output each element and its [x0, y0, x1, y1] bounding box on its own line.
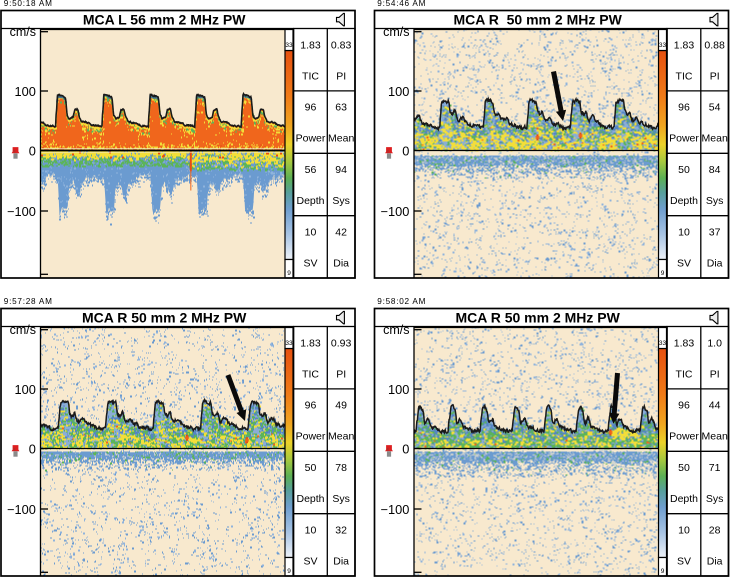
svg-text:Mean: Mean — [328, 431, 354, 443]
svg-text:Dia: Dia — [333, 258, 349, 270]
svg-text:0: 0 — [402, 144, 409, 159]
svg-text:10: 10 — [305, 525, 317, 537]
svg-text:9: 9 — [661, 568, 665, 575]
svg-text:TIC: TIC — [302, 368, 319, 380]
svg-text:PI: PI — [710, 368, 720, 380]
svg-text:33: 33 — [659, 42, 667, 49]
svg-text:33: 33 — [285, 340, 293, 347]
svg-text:cm/s: cm/s — [10, 323, 36, 337]
svg-text:50: 50 — [678, 164, 690, 176]
svg-text:42: 42 — [335, 227, 347, 239]
svg-text:Sys: Sys — [332, 195, 350, 207]
svg-text:Sys: Sys — [332, 493, 350, 505]
svg-text:94: 94 — [335, 164, 347, 176]
svg-text:cm/s: cm/s — [383, 323, 409, 337]
svg-text:SV: SV — [303, 556, 317, 568]
svg-text:PI: PI — [336, 368, 346, 380]
svg-text:33: 33 — [659, 340, 667, 347]
svg-text:−100: −100 — [381, 204, 410, 219]
svg-text:9: 9 — [661, 270, 665, 277]
svg-text:100: 100 — [15, 382, 36, 397]
svg-text:0: 0 — [29, 442, 36, 457]
svg-text:Mean: Mean — [702, 431, 728, 443]
svg-text:TIC: TIC — [676, 368, 693, 380]
svg-text:MCA R 50 mm 2 MHz PW: MCA R 50 mm 2 MHz PW — [82, 309, 247, 325]
svg-text:0: 0 — [402, 442, 409, 457]
svg-text:1.83: 1.83 — [300, 337, 321, 349]
svg-text:1.83: 1.83 — [674, 39, 695, 51]
svg-text:96: 96 — [678, 400, 690, 412]
svg-text:49: 49 — [335, 400, 347, 412]
svg-text:9: 9 — [287, 270, 291, 277]
svg-text:−100: −100 — [381, 502, 410, 517]
svg-text:10: 10 — [678, 525, 690, 537]
svg-text:9:50:18 AM: 9:50:18 AM — [4, 0, 53, 8]
svg-text:Depth: Depth — [296, 493, 324, 505]
svg-text:Mean: Mean — [328, 133, 354, 145]
svg-text:50: 50 — [305, 462, 317, 474]
svg-text:SV: SV — [677, 556, 691, 568]
svg-text:Power: Power — [669, 133, 699, 145]
svg-text:−100: −100 — [7, 502, 36, 517]
svg-text:SV: SV — [677, 258, 691, 270]
svg-text:9:57:28 AM: 9:57:28 AM — [4, 297, 53, 306]
svg-text:Sys: Sys — [706, 195, 724, 207]
svg-text:84: 84 — [709, 164, 721, 176]
svg-text:10: 10 — [305, 227, 317, 239]
svg-text:cm/s: cm/s — [10, 25, 36, 39]
svg-text:1.0: 1.0 — [707, 337, 722, 349]
svg-text:78: 78 — [335, 462, 347, 474]
svg-text:9: 9 — [287, 568, 291, 575]
svg-text:−100: −100 — [7, 204, 36, 219]
svg-text:0: 0 — [29, 144, 36, 159]
svg-text:Depth: Depth — [670, 195, 698, 207]
svg-text:71: 71 — [709, 462, 721, 474]
svg-text:50: 50 — [678, 462, 690, 474]
svg-text:32: 32 — [335, 525, 347, 537]
svg-text:96: 96 — [305, 400, 317, 412]
svg-text:1.83: 1.83 — [674, 337, 695, 349]
svg-text:44: 44 — [709, 400, 721, 412]
svg-text:9:54:46 AM: 9:54:46 AM — [377, 0, 426, 8]
svg-text:Power: Power — [296, 431, 326, 443]
svg-text:28: 28 — [709, 525, 721, 537]
svg-text:100: 100 — [388, 84, 409, 99]
svg-text:SV: SV — [303, 258, 317, 270]
svg-text:MCA L 56 mm 2 MHz PW: MCA L 56 mm 2 MHz PW — [83, 11, 246, 27]
svg-text:63: 63 — [335, 102, 347, 114]
svg-text:Mean: Mean — [702, 133, 728, 145]
svg-text:Power: Power — [669, 431, 699, 443]
svg-text:Dia: Dia — [707, 556, 723, 568]
svg-text:54: 54 — [709, 102, 721, 114]
svg-text:Dia: Dia — [333, 556, 349, 568]
svg-text:9:58:02 AM: 9:58:02 AM — [377, 297, 426, 306]
svg-text:Power: Power — [296, 133, 326, 145]
svg-text:33: 33 — [285, 42, 293, 49]
svg-text:0.93: 0.93 — [331, 337, 352, 349]
svg-text:37: 37 — [709, 227, 721, 239]
svg-text:TIC: TIC — [302, 70, 319, 82]
svg-text:PI: PI — [710, 70, 720, 82]
svg-text:96: 96 — [678, 102, 690, 114]
svg-text:cm/s: cm/s — [383, 25, 409, 39]
svg-text:100: 100 — [388, 382, 409, 397]
svg-text:MCA R 50 mm 2 MHz PW: MCA R 50 mm 2 MHz PW — [454, 11, 623, 27]
svg-text:0.83: 0.83 — [331, 39, 352, 51]
svg-text:PI: PI — [336, 70, 346, 82]
svg-text:Dia: Dia — [707, 258, 723, 270]
svg-text:TIC: TIC — [676, 70, 693, 82]
svg-text:100: 100 — [15, 84, 36, 99]
svg-text:MCA R 50 mm 2 MHz PW: MCA R 50 mm 2 MHz PW — [455, 309, 620, 325]
svg-text:56: 56 — [305, 164, 317, 176]
svg-text:0.88: 0.88 — [704, 39, 725, 51]
svg-text:Depth: Depth — [296, 195, 324, 207]
svg-text:Depth: Depth — [670, 493, 698, 505]
svg-text:1.83: 1.83 — [300, 39, 321, 51]
svg-text:Sys: Sys — [706, 493, 724, 505]
svg-text:96: 96 — [305, 102, 317, 114]
svg-text:10: 10 — [678, 227, 690, 239]
